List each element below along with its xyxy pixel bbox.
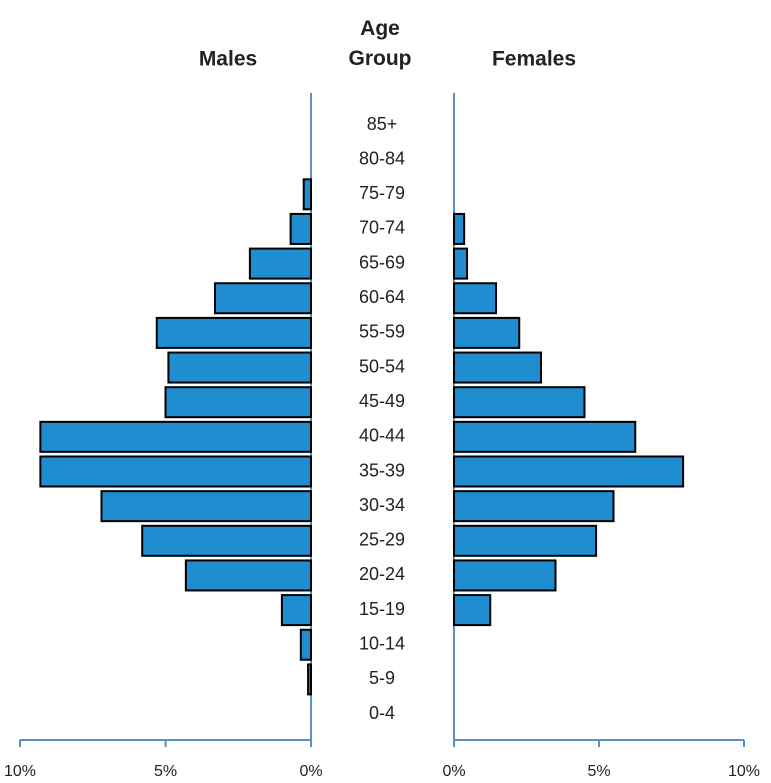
category-label: 45-49 <box>359 391 405 411</box>
category-label: 85+ <box>367 114 398 134</box>
x-tick-label: 5% <box>154 763 177 780</box>
bar <box>184 559 312 592</box>
bar <box>141 524 312 557</box>
category-label: 10-14 <box>359 634 405 654</box>
bar <box>453 351 542 384</box>
x-tick-label: 0% <box>299 763 322 780</box>
category-label: 5-9 <box>369 668 395 688</box>
bar <box>248 247 312 280</box>
bar <box>453 316 521 349</box>
bar <box>164 386 312 419</box>
category-label: 75-79 <box>359 183 405 203</box>
category-label: 30-34 <box>359 495 405 515</box>
bar <box>453 559 557 592</box>
x-tick-label: 5% <box>587 763 610 780</box>
category-label: 40-44 <box>359 426 405 446</box>
bar <box>453 282 498 315</box>
series-header: Males <box>199 48 257 71</box>
category-label: 20-24 <box>359 564 405 584</box>
category-label: 55-59 <box>359 322 405 342</box>
x-tick-label: 0% <box>442 763 465 780</box>
bar <box>453 420 637 453</box>
bar <box>453 455 685 488</box>
category-label: 25-29 <box>359 530 405 550</box>
x-tick-label: 10% <box>728 763 760 780</box>
category-label: 60-64 <box>359 287 405 307</box>
bar <box>39 455 313 488</box>
bar <box>100 490 313 523</box>
category-header: Age Group <box>348 17 412 70</box>
bar <box>39 420 313 453</box>
bar <box>453 247 469 280</box>
bar <box>453 490 615 523</box>
bar <box>289 212 313 245</box>
category-label: 80-84 <box>359 148 405 168</box>
bar <box>299 628 313 661</box>
series-header: Females <box>492 48 576 71</box>
x-tick-label: 10% <box>4 763 36 780</box>
bar <box>280 594 312 627</box>
category-label: 35-39 <box>359 460 405 480</box>
bar <box>453 386 586 419</box>
bar <box>213 282 312 315</box>
bar <box>302 178 313 211</box>
category-label: 65-69 <box>359 252 405 272</box>
category-label: 70-74 <box>359 218 405 238</box>
bar <box>453 594 492 627</box>
bar <box>307 663 312 696</box>
bar <box>167 351 312 384</box>
bar <box>453 212 466 245</box>
category-label: 15-19 <box>359 599 405 619</box>
bar <box>155 316 312 349</box>
category-label: 0-4 <box>369 703 395 723</box>
bar <box>453 524 598 557</box>
category-label: 50-54 <box>359 356 405 376</box>
